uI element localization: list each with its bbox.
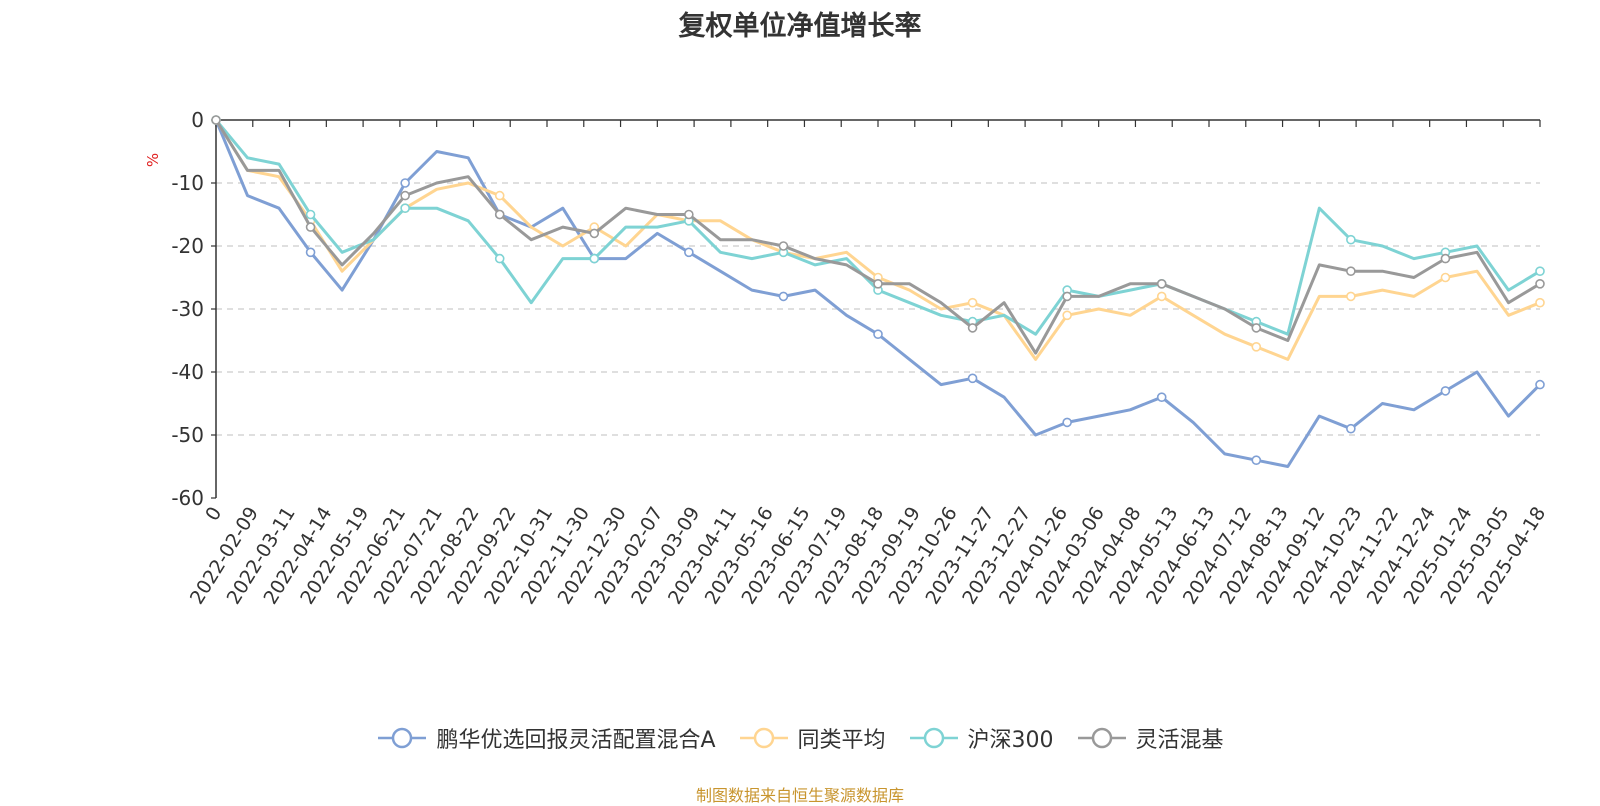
series-point-0 <box>967 373 978 384</box>
series-point-0 <box>400 178 410 188</box>
x-tick-label: 0 <box>201 503 226 525</box>
series-point-3 <box>305 222 316 232</box>
series-line-1 <box>214 119 1541 361</box>
series-point-2 <box>1535 266 1545 277</box>
series-point-0 <box>778 291 789 302</box>
chart-legend: 鹏华优选回报灵活配置混合A 同类平均 沪深300 灵活混基 <box>0 722 1600 754</box>
series-point-1 <box>1156 291 1167 302</box>
series-point-3 <box>1062 291 1072 302</box>
series-point-0 <box>873 329 883 340</box>
series-point-3 <box>1440 253 1451 264</box>
series-point-1 <box>1062 310 1072 321</box>
y-axis-unit-label: % <box>144 153 162 167</box>
legend-item[interactable]: 同类平均 <box>738 722 886 754</box>
series-point-0 <box>1535 379 1545 390</box>
legend-item[interactable]: 沪深300 <box>908 722 1054 754</box>
series-line-2 <box>214 119 1541 336</box>
series-point-0 <box>1346 423 1356 434</box>
series-point-3 <box>1156 278 1167 289</box>
series-point-3 <box>589 228 600 239</box>
series-point-2 <box>305 209 316 220</box>
series-point-1 <box>1251 341 1262 352</box>
chart-title: 复权单位净值增长率 <box>678 11 922 42</box>
series-point-1 <box>1346 291 1356 302</box>
legend-label: 同类平均 <box>797 728 886 753</box>
legend-swatch-icon <box>909 727 958 749</box>
legend-label: 灵活混基 <box>1135 728 1224 753</box>
series-point-1 <box>967 297 978 308</box>
y-tick-label: -10 <box>171 171 204 195</box>
legend-item[interactable]: 鹏华优选回报灵活配置混合A <box>376 722 716 754</box>
legend-swatch-icon <box>739 727 788 749</box>
y-tick-label: -60 <box>171 486 204 510</box>
y-tick-label: -30 <box>171 297 204 321</box>
y-tick-label: -20 <box>171 234 204 258</box>
legend-item[interactable]: 灵活混基 <box>1076 722 1224 754</box>
legend-swatch-icon <box>378 727 427 749</box>
series-point-0 <box>305 247 316 258</box>
series-point-0 <box>684 247 694 258</box>
series-point-0 <box>1251 455 1262 466</box>
source-note: 制图数据来自恒生聚源数据库 <box>695 786 904 805</box>
series-point-3 <box>1535 278 1545 289</box>
series-point-2 <box>1346 234 1356 245</box>
grid-lines <box>216 182 1540 436</box>
legend-label: 鹏华优选回报灵活配置混合A <box>436 728 716 753</box>
series-point-2 <box>400 203 410 213</box>
series-lines <box>211 115 1545 468</box>
series-point-3 <box>1346 266 1356 277</box>
series-point-0 <box>1440 386 1451 396</box>
series-point-3 <box>494 209 505 220</box>
series-point-0 <box>1156 392 1167 403</box>
series-point-3 <box>778 241 789 251</box>
series-point-0 <box>1062 417 1072 428</box>
series-point-1 <box>494 190 505 201</box>
series-point-1 <box>1535 297 1545 308</box>
series-point-1 <box>1440 272 1451 283</box>
series-point-3 <box>211 115 221 125</box>
series-point-3 <box>400 190 410 201</box>
series-point-3 <box>684 209 694 220</box>
legend-swatch-icon <box>1077 727 1126 749</box>
y-tick-label: -50 <box>171 423 204 447</box>
series-point-2 <box>494 253 505 264</box>
y-tick-label: 0 <box>191 108 204 132</box>
series-line-3 <box>214 119 1541 355</box>
series-point-3 <box>967 323 978 333</box>
series-point-3 <box>1251 323 1262 333</box>
series-point-2 <box>589 253 600 264</box>
y-tick-label: -40 <box>171 360 204 384</box>
series-point-3 <box>873 278 883 289</box>
legend-label: 沪深300 <box>967 728 1054 753</box>
